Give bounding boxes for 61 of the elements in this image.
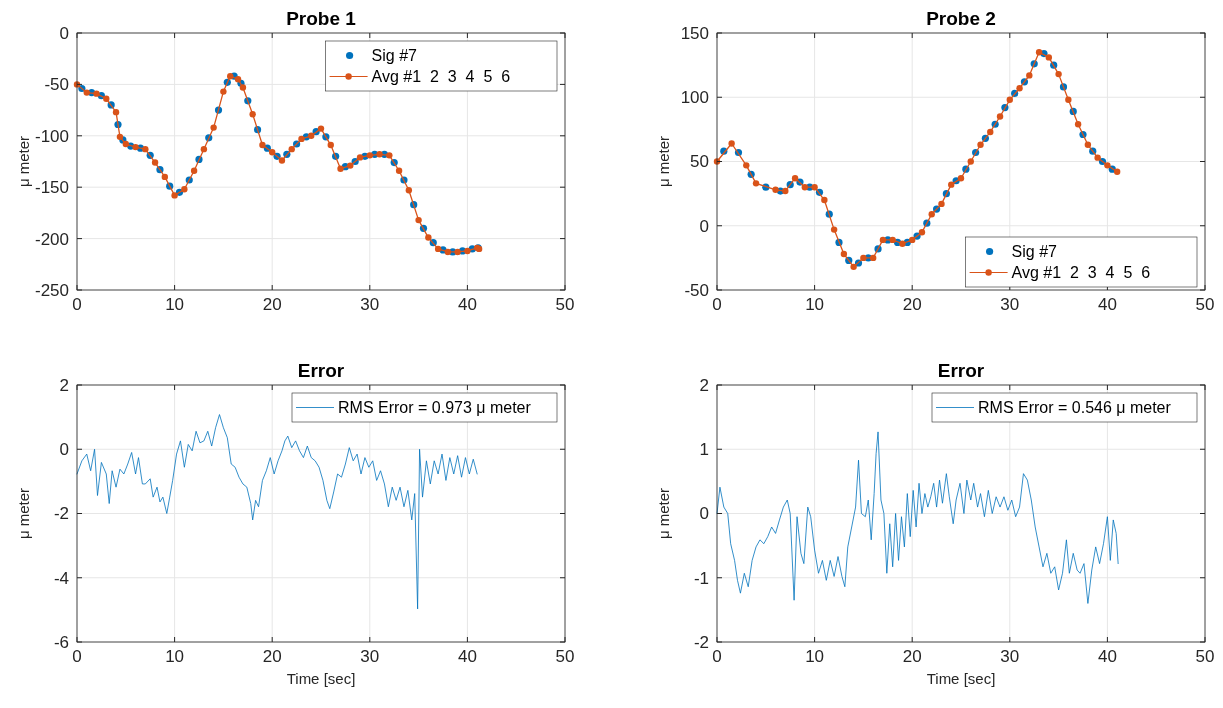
x-tick-label: 10	[165, 647, 185, 666]
x-tick-label: 40	[457, 647, 477, 666]
y-tick-label: 0	[59, 440, 69, 460]
x-tick-label: 0	[72, 295, 82, 314]
chart-title: Error	[937, 360, 985, 381]
y-tick-label: 0	[59, 23, 69, 43]
y-tick-label: -50	[684, 280, 709, 300]
y-tick-label: 0	[699, 504, 709, 524]
x-tick-label: 30	[1000, 647, 1020, 666]
y-tick-label: 2	[699, 375, 709, 395]
x-tick-label: 20	[902, 295, 922, 314]
legend-label: Sig #7	[371, 47, 418, 65]
y-tick-label: 50	[690, 152, 709, 172]
x-tick-label: 40	[1097, 295, 1117, 314]
x-tick-label: 40	[457, 295, 477, 314]
chart-title: Probe 2	[926, 8, 996, 29]
y-tick-label: -50	[44, 75, 69, 95]
x-axis-title: Time [sec]	[286, 670, 356, 687]
x-tick-label: 10	[805, 295, 825, 314]
legend-label: Avg #1 2 3 4 5 6	[1011, 264, 1151, 282]
x-tick-label: 50	[555, 647, 575, 666]
y-axis-title: μ meter	[15, 487, 32, 540]
chart-title: Error	[297, 360, 345, 381]
y-tick-label: 150	[680, 23, 709, 43]
legend-label: RMS Error = 0.546 μ meter	[978, 399, 1172, 417]
x-tick-label: 20	[902, 647, 922, 666]
x-tick-label: 20	[262, 295, 282, 314]
legend-label: Avg #1 2 3 4 5 6	[371, 68, 511, 86]
y-tick-label: -4	[53, 568, 69, 588]
chart-title: Probe 1	[286, 8, 357, 29]
x-tick-label: 30	[1000, 295, 1020, 314]
y-tick-label: -2	[53, 504, 69, 524]
x-tick-label: 0	[712, 295, 722, 314]
legend-label: RMS Error = 0.973 μ meter	[338, 399, 532, 417]
x-tick-label: 50	[1195, 295, 1215, 314]
y-axis-title: μ meter	[655, 487, 672, 540]
legend-label: Sig #7	[1011, 243, 1058, 261]
y-axis-title: μ meter	[15, 135, 32, 188]
x-tick-label: 0	[72, 647, 82, 666]
y-tick-label: -150	[34, 178, 69, 198]
x-axis-title: Time [sec]	[926, 670, 996, 687]
x-tick-label: 30	[360, 647, 380, 666]
y-tick-label: -100	[34, 126, 69, 146]
y-tick-label: -250	[34, 280, 69, 300]
x-tick-label: 10	[805, 647, 825, 666]
y-tick-label: 1	[699, 440, 709, 460]
x-tick-label: 50	[1195, 647, 1215, 666]
x-tick-label: 50	[555, 295, 575, 314]
x-tick-label: 20	[262, 647, 282, 666]
y-tick-label: 100	[680, 88, 709, 108]
x-tick-label: 30	[360, 295, 380, 314]
y-tick-label: 0	[699, 216, 709, 236]
x-tick-label: 40	[1097, 647, 1117, 666]
y-tick-label: -2	[693, 632, 709, 652]
x-tick-label: 10	[165, 295, 185, 314]
y-tick-label: 2	[59, 375, 69, 395]
y-tick-label: -200	[34, 229, 69, 249]
y-axis-title: μ meter	[655, 135, 672, 188]
x-tick-label: 0	[712, 647, 722, 666]
y-tick-label: -1	[693, 568, 709, 588]
y-tick-label: -6	[53, 632, 69, 652]
